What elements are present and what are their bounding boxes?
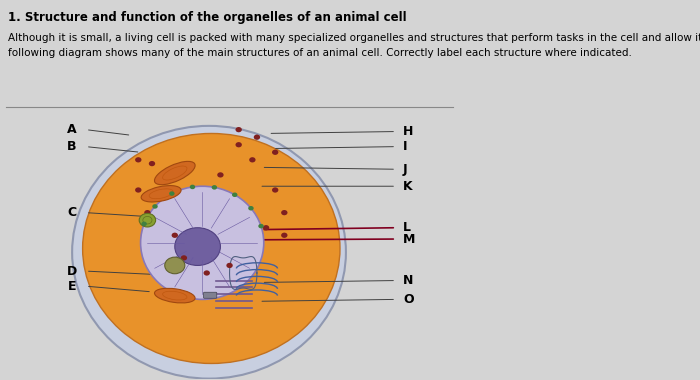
Text: B: B xyxy=(67,140,77,153)
Circle shape xyxy=(232,193,237,197)
Circle shape xyxy=(204,270,210,276)
Text: Although it is small, a living cell is packed with many specialized organelles a: Although it is small, a living cell is p… xyxy=(8,33,700,58)
Circle shape xyxy=(226,263,233,268)
Circle shape xyxy=(263,225,270,230)
Circle shape xyxy=(153,204,158,209)
Circle shape xyxy=(135,157,141,163)
Circle shape xyxy=(281,210,288,215)
Circle shape xyxy=(217,172,223,177)
Circle shape xyxy=(272,187,279,193)
Circle shape xyxy=(164,257,185,274)
Circle shape xyxy=(139,214,155,227)
Circle shape xyxy=(249,157,256,163)
Text: M: M xyxy=(403,233,415,245)
FancyBboxPatch shape xyxy=(204,292,217,298)
Circle shape xyxy=(211,185,217,190)
Ellipse shape xyxy=(155,162,195,185)
Text: K: K xyxy=(403,180,412,193)
Text: 1. Structure and function of the organelles of an animal cell: 1. Structure and function of the organel… xyxy=(8,11,407,24)
Circle shape xyxy=(181,255,187,261)
Ellipse shape xyxy=(72,126,346,378)
Text: H: H xyxy=(403,125,413,138)
Circle shape xyxy=(235,127,242,132)
Circle shape xyxy=(169,191,174,196)
Circle shape xyxy=(235,142,242,147)
Circle shape xyxy=(149,161,155,166)
Text: D: D xyxy=(66,264,77,278)
Circle shape xyxy=(253,135,260,140)
Text: J: J xyxy=(403,163,407,176)
Circle shape xyxy=(272,150,279,155)
Ellipse shape xyxy=(141,185,181,202)
Text: L: L xyxy=(403,221,411,234)
Circle shape xyxy=(190,185,195,189)
Ellipse shape xyxy=(141,186,264,299)
Text: A: A xyxy=(67,123,77,136)
Text: O: O xyxy=(403,293,414,306)
Circle shape xyxy=(141,222,147,226)
Circle shape xyxy=(172,233,178,238)
Text: I: I xyxy=(403,140,407,153)
Circle shape xyxy=(258,224,264,228)
Text: E: E xyxy=(68,280,77,293)
Ellipse shape xyxy=(83,133,340,363)
Circle shape xyxy=(248,206,253,211)
Circle shape xyxy=(144,210,150,215)
Circle shape xyxy=(135,187,141,193)
Text: N: N xyxy=(403,274,413,287)
Circle shape xyxy=(281,233,288,238)
Ellipse shape xyxy=(155,288,195,303)
Text: C: C xyxy=(68,206,77,219)
Circle shape xyxy=(175,228,220,266)
